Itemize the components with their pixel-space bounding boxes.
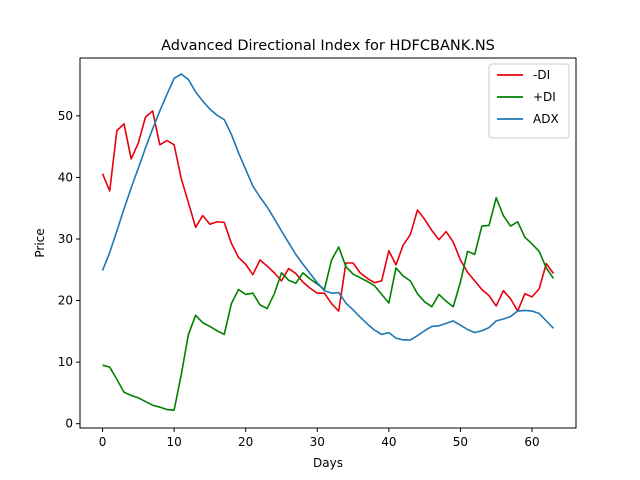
- series-line-adx: [101, 73, 555, 341]
- x-axis-label: Days: [313, 456, 343, 470]
- plot-frame: [79, 57, 577, 429]
- y-tick-label: 40: [58, 170, 73, 184]
- x-tick-label: 30: [310, 435, 325, 449]
- y-tick-label: 0: [65, 417, 73, 431]
- y-tick-label: 30: [58, 232, 73, 246]
- x-tick-label: 40: [381, 435, 396, 449]
- y-tick-label: 10: [58, 355, 73, 369]
- legend-label: +DI: [533, 90, 556, 104]
- x-tick-label: 50: [453, 435, 468, 449]
- x-tick-label: 20: [238, 435, 253, 449]
- legend-label: ADX: [533, 112, 559, 126]
- y-tick-label: 50: [58, 109, 73, 123]
- x-tick-label: 0: [99, 435, 107, 449]
- series-line-di: [101, 110, 555, 312]
- chart-title: Advanced Directional Index for HDFCBANK.…: [161, 38, 495, 54]
- x-tick-label: 10: [166, 435, 181, 449]
- x-tick-label: 60: [524, 435, 539, 449]
- legend: -DI +DI ADX: [488, 63, 570, 139]
- plot-area: [101, 73, 555, 411]
- y-axis-label: Price: [33, 228, 47, 257]
- y-axis: 0 10 20 30 40 50: [58, 109, 80, 431]
- series-line-di: [102, 196, 555, 411]
- x-axis: 0 10 20 30 40 50 60: [99, 428, 540, 449]
- legend-label: -DI: [533, 68, 550, 82]
- y-tick-label: 20: [58, 294, 73, 308]
